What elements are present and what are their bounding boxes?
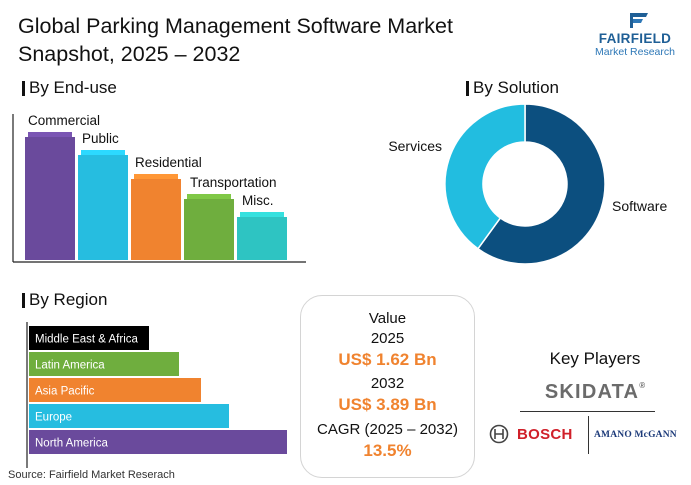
region-bar-label: Asia Pacific [35,386,95,398]
end-use-bar-label: Public [82,131,119,146]
amano-mcgann-logo: AMANO McGANN [594,430,677,440]
end-use-bar-top [240,212,284,218]
section-marker [466,80,469,96]
section-label: By Region [29,290,108,309]
section-title-solution: By Solution [466,78,559,98]
section-marker [22,80,25,96]
cagr-value: 13.5% [363,441,412,460]
end-use-bar-label: Residential [135,155,202,170]
region-bar-label: Europe [35,412,72,424]
end-use-bar [184,199,234,260]
section-marker [22,292,25,308]
end-use-bar-label: Transportation [190,175,277,190]
region-bar [29,326,149,350]
end-use-bar-top [28,132,72,138]
end-use-bar [237,217,287,260]
value-year-2032: 2032 [370,375,405,392]
solution-donut-slice [476,103,606,265]
section-label: By Solution [473,78,559,97]
region-bar-label: North America [35,438,108,450]
source-note: Source: Fairfield Market Reserach [8,469,175,481]
section-title-end-use: By End-use [22,78,117,98]
region-bar [29,378,201,402]
region-bar-label: Latin America [35,360,105,372]
solution-donut-slice [444,103,526,250]
end-use-bar-label: Misc. [242,193,274,208]
market-value-box: Value 2025 US$ 1.62 Bn 2032 US$ 3.89 Bn … [300,295,475,478]
bosch-armature-icon [489,424,509,444]
cagr-label: CAGR (2025 – 2032) [317,421,458,438]
value-2032: US$ 3.89 Bn [338,395,437,414]
end-use-bar [131,179,181,260]
region-bar-label: Middle East & Africa [35,334,139,346]
end-use-bar-top [134,174,178,180]
key-players-title: Key Players [549,349,641,368]
key-players-divider [520,411,655,412]
region-bar-chart: Middle East & Africa Latin America Asia Pa… [26,322,287,468]
value-year-2025: 2025 [370,330,405,347]
region-bar [29,352,179,376]
key-players-separator [588,416,589,454]
page-title: Global Parking Management Software Marke… [18,14,453,66]
value-label: Value [368,310,407,327]
solution-slice-label: Software [612,198,667,214]
skidata-name: SKIDATA [544,381,640,403]
logo-subtitle: Market Research [595,46,675,58]
region-bar [29,404,229,428]
bosch-logo: BOSCH [517,426,573,443]
solution-slice-label: Services [388,138,442,154]
end-use-bar-top [187,194,231,200]
fairfield-flag-icon [630,13,648,28]
section-title-region: By Region [22,290,107,310]
end-use-bar-label: Commercial [28,113,100,128]
skidata-trademark: ® [639,381,646,390]
end-use-bar-top [81,150,125,156]
section-label: By End-use [29,78,117,97]
skidata-logo: SKIDATA® [520,381,670,404]
value-2025: US$ 1.62 Bn [338,350,437,369]
end-use-bar [78,155,128,260]
logo-brand: FAIRFIELD [598,31,672,46]
fairfield-logo: FAIRFIELD Market Research [586,12,684,60]
region-bar [29,430,287,454]
end-use-bar-chart: Commercial Public Residential Transportatio… [12,113,306,263]
end-use-bar [25,137,75,260]
solution-donut-chart: Software Services [388,103,667,265]
